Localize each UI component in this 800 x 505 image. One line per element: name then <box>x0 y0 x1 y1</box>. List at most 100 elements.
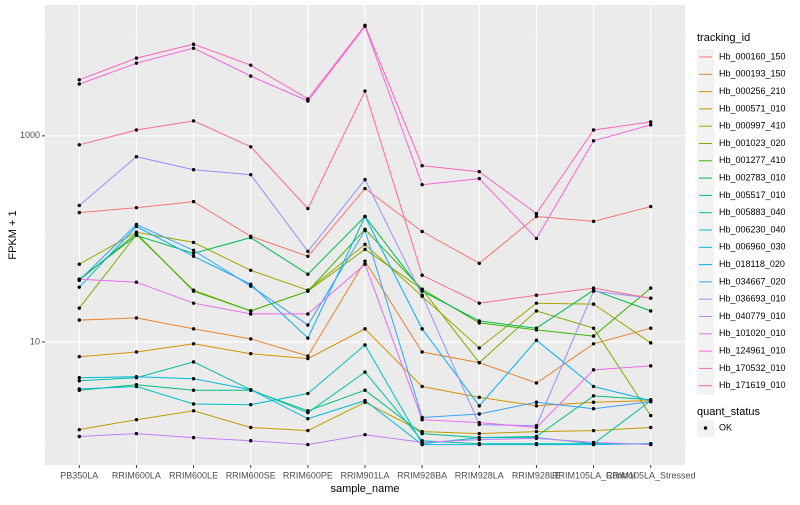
data-point <box>306 206 310 211</box>
data-point <box>306 312 310 316</box>
data-point <box>591 219 596 224</box>
data-point <box>363 177 367 182</box>
data-point <box>363 327 367 331</box>
data-point <box>591 302 596 306</box>
data-point <box>591 440 596 445</box>
data-point <box>591 400 596 404</box>
data-point <box>134 375 139 379</box>
legend-label: Hb_006230_040 <box>719 224 786 234</box>
data-point <box>191 240 196 245</box>
data-point <box>191 409 196 413</box>
data-point <box>649 309 653 313</box>
data-point <box>477 301 481 305</box>
data-point <box>534 425 539 430</box>
legend-label: Hb_171619_010 <box>719 380 786 390</box>
data-point <box>191 301 196 305</box>
data-point <box>134 418 139 422</box>
legend-label: Hb_018118_020 <box>719 259 785 269</box>
data-point <box>77 277 81 281</box>
data-point <box>191 248 196 253</box>
data-point <box>77 285 81 289</box>
legend-label: Hb_040779_010 <box>719 311 786 321</box>
data-point <box>420 293 424 297</box>
legend-label: Hb_000256_210 <box>719 86 786 96</box>
data-point <box>363 228 367 233</box>
x-tick-label: RRIM928LA <box>455 470 504 480</box>
data-point <box>534 429 539 434</box>
data-point <box>363 262 367 266</box>
data-point <box>591 368 596 372</box>
data-point <box>249 145 253 149</box>
data-point <box>591 326 596 330</box>
data-point <box>306 442 310 447</box>
data-point <box>649 123 653 127</box>
data-point <box>420 384 424 389</box>
data-point <box>649 296 653 300</box>
data-point <box>191 360 196 364</box>
data-point <box>534 309 539 313</box>
x-tick-label: RRIM105LA_Stressed <box>606 470 696 480</box>
legend-title: tracking_id <box>697 32 750 44</box>
data-point <box>191 327 196 331</box>
data-point <box>77 427 81 432</box>
data-point <box>363 259 367 263</box>
data-point <box>420 182 424 187</box>
data-point <box>77 379 81 383</box>
data-point <box>477 395 481 400</box>
data-point <box>249 172 253 177</box>
legend-label: Hb_001277_410 <box>719 155 786 165</box>
data-point <box>306 289 310 293</box>
data-point <box>363 242 367 247</box>
data-point <box>534 436 539 441</box>
x-tick-label: PB350LA <box>60 470 98 480</box>
grid <box>45 5 685 465</box>
data-point <box>77 82 81 86</box>
data-point <box>249 388 253 392</box>
x-tick-label: RRIM901LA <box>340 470 389 480</box>
y-tick-label: 10 <box>30 336 40 346</box>
data-point <box>534 338 539 342</box>
data-point <box>591 394 596 398</box>
data-point <box>77 210 81 215</box>
data-point <box>420 431 424 436</box>
data-point <box>249 403 253 407</box>
data-point <box>420 273 424 277</box>
data-point <box>363 370 367 374</box>
legend-label: Hb_124961_010 <box>719 345 786 355</box>
data-point <box>420 327 424 331</box>
data-point <box>534 293 539 297</box>
data-point <box>134 384 139 389</box>
data-point <box>649 400 653 404</box>
legend-label: Hb_170532_010 <box>719 363 786 373</box>
data-point <box>134 205 139 210</box>
y-axis-title: FPKM + 1 <box>7 210 19 259</box>
data-point <box>249 337 253 341</box>
data-point <box>191 119 196 123</box>
data-point <box>649 326 653 330</box>
x-tick-label: RRIM928LE <box>512 470 561 480</box>
data-point <box>534 381 539 385</box>
data-point <box>363 214 367 219</box>
data-point <box>477 412 481 416</box>
lines <box>77 23 653 447</box>
data-point <box>477 360 481 365</box>
data-point <box>591 334 596 338</box>
data-point <box>134 350 139 354</box>
legend-label: Hb_036693_010 <box>719 294 786 304</box>
data-point <box>77 203 81 208</box>
x-tick-label: RRIM600LA <box>112 470 161 480</box>
data-point <box>477 437 481 442</box>
data-point <box>249 309 253 313</box>
data-point <box>477 169 481 174</box>
data-point <box>306 356 310 361</box>
x-tick-label: RRIM600SE <box>226 470 276 480</box>
data-point <box>477 404 481 408</box>
data-point <box>77 434 81 439</box>
x-tick-label: RRIM105LA_Control <box>552 470 635 480</box>
legend-label: Hb_000160_150 <box>719 51 786 61</box>
x-tick-label: RRIM928BA <box>397 470 447 480</box>
data-point <box>306 354 310 358</box>
data-point <box>306 272 310 276</box>
data-point <box>420 350 424 354</box>
data-point <box>134 61 139 65</box>
